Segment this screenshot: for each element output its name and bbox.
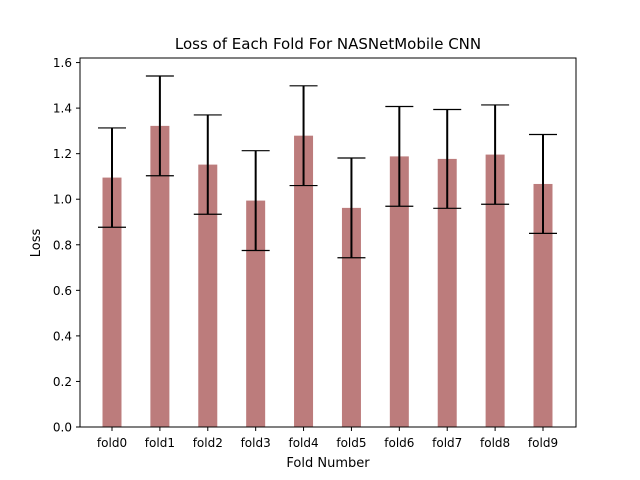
- x-tick-label: fold7: [432, 436, 462, 450]
- x-tick-label: fold2: [193, 436, 223, 450]
- bar-fold3: [246, 200, 266, 427]
- bar-fold6: [389, 156, 409, 427]
- y-axis-label: Loss: [29, 229, 44, 258]
- bar-fold9: [533, 183, 553, 427]
- x-tick-label: fold0: [97, 436, 127, 450]
- x-tick-label: fold1: [145, 436, 175, 450]
- bar-fold4: [294, 135, 314, 427]
- chart-title: Loss of Each Fold For NASNetMobile CNN: [175, 35, 481, 53]
- y-tick-label: 0.8: [53, 238, 72, 252]
- bar-fold2: [198, 164, 218, 427]
- bar-fold0: [102, 177, 122, 427]
- x-tick-label: fold4: [288, 436, 318, 450]
- y-tick-label: 0.4: [53, 329, 72, 343]
- bars-group: [102, 125, 553, 428]
- y-tick-label: 0.2: [53, 375, 72, 389]
- y-axis: 0.0 0.2 0.4 0.6 0.8 1.0 1.2 1.4 1.6: [53, 56, 80, 435]
- y-tick-label: 0.0: [53, 421, 72, 435]
- y-tick-label: 0.6: [53, 284, 72, 298]
- bar-fold1: [150, 125, 170, 427]
- y-tick-label: 1.0: [53, 193, 72, 207]
- x-tick-label: fold8: [480, 436, 510, 450]
- x-tick-label: fold9: [528, 436, 558, 450]
- x-tick-label: fold5: [336, 436, 366, 450]
- x-axis: fold0 fold1 fold2 fold3 fold4 fold5 fold6 fold7…: [97, 427, 558, 450]
- bar-fold7: [437, 158, 457, 427]
- y-tick-label: 1.6: [53, 56, 72, 70]
- errorbars-group: [98, 75, 557, 259]
- y-tick-label: 1.4: [53, 102, 72, 116]
- bar-fold8: [485, 154, 505, 428]
- x-tick-label: fold6: [384, 436, 414, 450]
- plot-frame: [79, 57, 577, 428]
- x-axis-label: Fold Number: [286, 456, 370, 471]
- x-tick-label: fold3: [241, 436, 271, 450]
- bar-fold5: [341, 207, 361, 427]
- y-tick-label: 1.2: [53, 147, 72, 161]
